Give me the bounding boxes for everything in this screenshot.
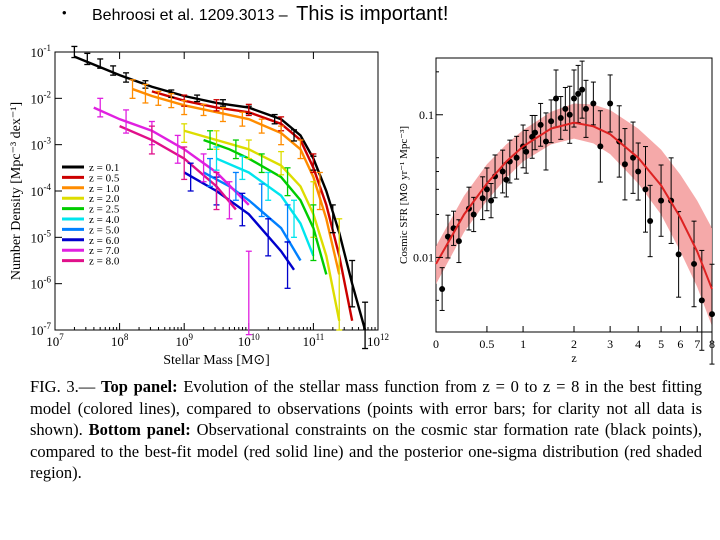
csfr-xtick-label-3: 2: [571, 337, 577, 351]
figure-caption: FIG. 3.— Top panel: Evolution of the ste…: [30, 376, 702, 484]
csfr-data-point: [630, 154, 637, 161]
smf-ytick-label-4: 10-5: [31, 228, 52, 245]
smf-legend-label-0: z = 0.1: [89, 162, 119, 174]
caption-bottom-label: Bottom panel:: [88, 420, 191, 439]
csfr-data-point: [571, 95, 577, 102]
smf-legend-label-9: z = 8.0: [89, 256, 120, 268]
csfr-data-point: [597, 143, 604, 150]
csfr-data-point: [698, 297, 705, 304]
title-reference: Behroosi et al. 1209.3013 –: [92, 7, 288, 24]
caption-fig-label: FIG. 3.—: [30, 377, 96, 396]
csfr-ylabel: Cosmic SFR [M⊙ yr⁻¹ Mpc⁻³]: [400, 126, 410, 264]
csfr-data-point: [503, 176, 510, 183]
smf-xtick-label-5: 1012: [367, 332, 389, 349]
smf-legend-label-4: z = 2.5: [89, 204, 120, 216]
smf-legend-label-5: z = 4.0: [89, 214, 120, 226]
csfr-data-point: [658, 197, 665, 204]
caption-top-label: Top panel:: [101, 377, 178, 396]
csfr-xtick-label-2: 1: [520, 337, 526, 351]
csfr-data-point: [479, 195, 486, 202]
csfr-data-point: [575, 90, 582, 97]
smf-legend-label-8: z = 7.0: [89, 245, 120, 257]
smf-legend-label-2: z = 1.0: [89, 183, 120, 195]
stellar-mass-function-chart: 107 108 109 1010 1011 1012 10-1 10-2 10-3 10-4 10-…: [0, 42, 400, 372]
csfr-ytick-label-1: 0.01: [413, 250, 434, 264]
csfr-data-point: [483, 186, 490, 193]
csfr-data-point: [523, 148, 530, 155]
csfr-data-point: [621, 161, 628, 168]
csfr-data-point: [529, 133, 536, 140]
csfr-data-point: [557, 114, 564, 121]
smf-model-line-5: [216, 157, 315, 257]
csfr-data-point: [444, 233, 451, 240]
caption-top-text: Evolution of the stellar mass function f…: [30, 377, 703, 439]
csfr-data-point: [553, 95, 560, 102]
csfr-data-point: [642, 186, 649, 193]
csfr-data-point: [607, 100, 614, 107]
csfr-xtick-label-6: 5: [658, 337, 664, 351]
csfr-xtick-label-0: 0: [433, 337, 439, 351]
smf-legend-label-6: z = 5.0: [89, 224, 120, 236]
csfr-data-point: [635, 168, 642, 175]
title-emphasis: This is important!: [296, 3, 449, 25]
csfr-data-point: [579, 86, 586, 93]
csfr-data-point: [499, 168, 506, 175]
csfr-data-point: [548, 118, 555, 125]
csfr-svg: 0 0.5 1 2 3 4 5 6 7 8 0.1 0.01 z Cosmic SFR [M⊙ yr⁻¹ …: [398, 57, 715, 365]
smf-ytick-label-3: 10-4: [31, 182, 52, 199]
smf-ylabel: Number Density [Mpc⁻³ dex⁻¹]: [9, 102, 24, 280]
smf-model-line-8: [93, 106, 250, 206]
csfr-data-point: [675, 251, 682, 258]
csfr-data-point: [590, 100, 597, 107]
smf-legend-label-7: z = 6.0: [89, 235, 120, 247]
csfr-xtick-label-8: 7: [694, 337, 700, 351]
csfr-data-point: [488, 197, 495, 204]
smf-legend-label-1: z = 0.5: [89, 172, 120, 184]
smf-model-line-7: [183, 171, 296, 271]
csfr-data-point: [582, 105, 589, 112]
smf-svg: 107 108 109 1010 1011 1012 10-1 10-2 10-3 10-4 10-…: [9, 43, 389, 368]
csfr-data-point: [470, 211, 477, 218]
csfr-sigma-band: [436, 103, 712, 327]
smf-ytick-label-0: 10-1: [31, 43, 52, 60]
smf-xtick-label-1: 108: [111, 332, 129, 349]
smf-model-line-3: [183, 129, 341, 321]
csfr-data-point: [537, 121, 544, 128]
title-bullet: •: [62, 5, 67, 20]
smf-xtick-label-4: 1011: [303, 332, 325, 349]
csfr-xtick-label-9: 8: [709, 337, 715, 351]
csfr-data-point: [691, 260, 698, 267]
smf-ytick-label-2: 10-3: [31, 136, 52, 153]
csfr-xtick-label-4: 3: [607, 337, 613, 351]
csfr-data-point: [647, 217, 654, 224]
csfr-data-point: [542, 138, 549, 145]
caption-bottom-text: Observational constraints on the cosmic …: [30, 420, 702, 482]
smf-xtick-label-2: 109: [175, 332, 193, 349]
csfr-xtick-label-1: 0.5: [479, 337, 494, 351]
smf-ytick-label-5: 10-6: [31, 275, 52, 292]
csfr-data-point: [513, 154, 520, 161]
smf-xlabel: Stellar Mass [M⊙]: [163, 353, 270, 368]
csfr-data-point: [562, 105, 569, 112]
csfr-data-point: [455, 238, 462, 245]
slide-title: Behroosi et al. 1209.3013 – This is impo…: [92, 3, 448, 26]
csfr-xlabel: z: [571, 351, 576, 365]
smf-xtick-label-0: 107: [46, 332, 64, 349]
smf-ytick-label-1: 10-2: [31, 89, 52, 106]
csfr-data-point: [709, 311, 715, 318]
smf-ytick-label-6: 10-7: [31, 321, 52, 338]
csfr-xtick-label-5: 4: [635, 337, 641, 351]
smf-legend-label-3: z = 2.0: [89, 193, 120, 205]
csfr-data-point: [439, 286, 446, 293]
csfr-model-line: [435, 121, 713, 290]
cosmic-sfr-chart: 0 0.5 1 2 3 4 5 6 7 8 0.1 0.01 z Cosmic SFR [M⊙ yr⁻¹ …: [398, 50, 720, 370]
csfr-data-point: [532, 129, 539, 136]
csfr-xtick-label-7: 6: [677, 337, 683, 351]
csfr-ytick-label-0: 0.1: [419, 108, 434, 122]
csfr-data-point: [566, 111, 573, 118]
smf-xtick-label-3: 1010: [238, 332, 260, 349]
